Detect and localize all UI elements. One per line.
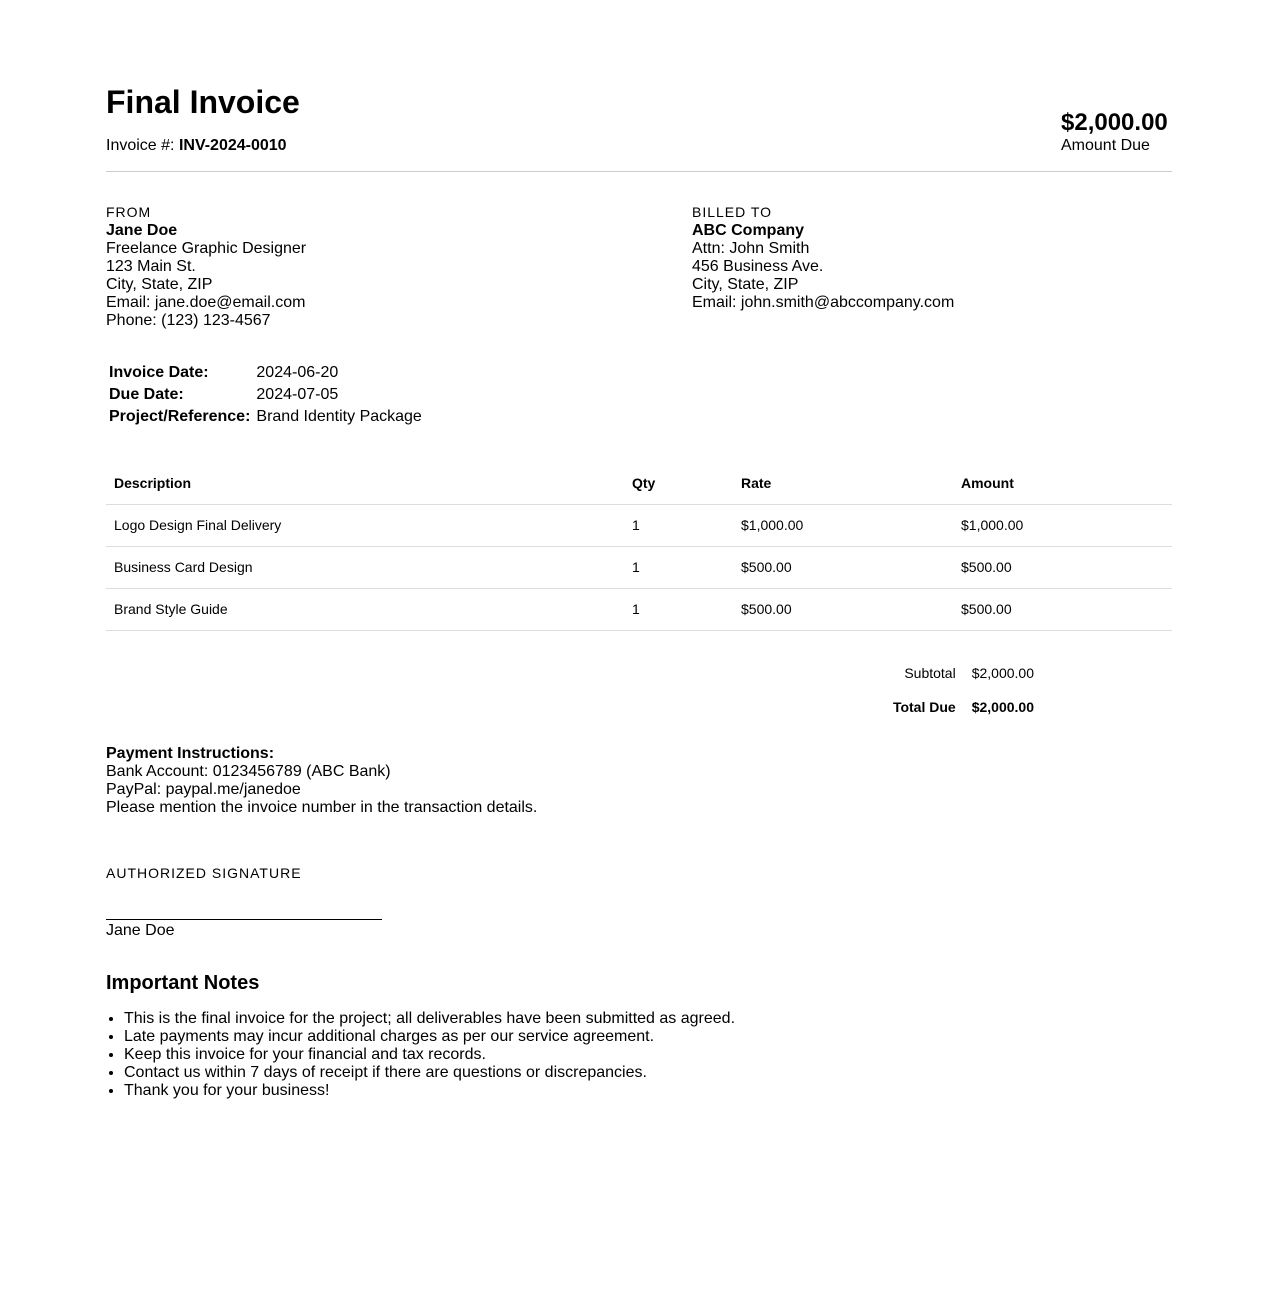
payment-line: Please mention the invoice number in the… (106, 799, 538, 816)
total-value: $2,000.00 (971, 699, 1034, 715)
table-row: Logo Design Final Delivery 1 $1,000.00 $1,0… (106, 504, 1172, 547)
signature-name: Jane Doe (106, 922, 175, 939)
cell-description: Logo Design Final Delivery (106, 504, 624, 547)
billed-to-name: ABC Company (692, 222, 805, 239)
cell-qty: 1 (624, 588, 733, 631)
cell-description: Brand Style Guide (106, 588, 624, 631)
table-header: Description Qty Rate Amount (106, 462, 1172, 505)
list-item: Contact us within 7 days of receipt if t… (124, 1064, 735, 1082)
payment-instructions: Payment Instructions: Bank Account: 0123… (106, 745, 537, 817)
signature-label: AUTHORIZED SIGNATURE (106, 865, 302, 881)
total-row: Total Due $2,000.00 (885, 690, 1042, 724)
from-label: FROM (106, 204, 152, 220)
notes-title: Important Notes (106, 972, 260, 994)
billed-to-line: 456 Business Ave. (692, 258, 824, 275)
meta-row: Due Date: 2024-07-05 (106, 384, 425, 406)
subtotal-value: $2,000.00 (971, 665, 1034, 681)
page-title: Final Invoice (106, 84, 300, 120)
meta-label: Project/Reference: (109, 408, 251, 425)
from-line: City, State, ZIP (106, 276, 213, 293)
payment-line: Bank Account: 0123456789 (ABC Bank) (106, 763, 391, 780)
cell-amount: $1,000.00 (953, 504, 1172, 547)
cell-amount: $500.00 (953, 588, 1172, 631)
list-item: This is the final invoice for the projec… (124, 1010, 735, 1028)
column-header: Description (106, 462, 624, 505)
list-item: Late payments may incur additional charg… (124, 1028, 735, 1046)
amount-due-value: $2,000.00 (1061, 109, 1168, 136)
from-name: Jane Doe (106, 222, 178, 239)
signature-line (106, 919, 382, 920)
payment-line: PayPal: paypal.me/janedoe (106, 781, 301, 798)
meta-value: 2024-06-20 (256, 364, 339, 381)
meta-label: Due Date: (109, 386, 184, 403)
cell-amount: $500.00 (953, 546, 1172, 589)
amount-due-label: Amount Due (1061, 137, 1150, 154)
cell-rate: $500.00 (733, 588, 953, 631)
notes-list: This is the final invoice for the projec… (106, 1010, 735, 1100)
from-line: 123 Main St. (106, 258, 196, 275)
invoice-number-label: Invoice #: (106, 137, 175, 154)
billed-to-email: Email: john.smith@abccompany.com (692, 294, 955, 311)
invoice-number: Invoice #: INV-2024-0010 (106, 137, 287, 155)
meta-value: 2024-07-05 (256, 386, 339, 403)
billed-to-line: City, State, ZIP (692, 276, 799, 293)
invoice-meta: Invoice Date: 2024-06-20 Due Date: 2024-07… (106, 362, 425, 428)
meta-label: Invoice Date: (109, 364, 209, 381)
from-email: Email: jane.doe@email.com (106, 294, 306, 311)
from-line: Freelance Graphic Designer (106, 240, 307, 257)
divider (106, 171, 1172, 172)
meta-value: Brand Identity Package (256, 408, 422, 425)
cell-description: Business Card Design (106, 546, 624, 589)
line-items-table: Description Qty Rate Amount Logo Design … (106, 462, 1172, 631)
billed-to-line: Attn: John Smith (692, 240, 810, 257)
total-label: Total Due (892, 699, 956, 715)
payment-title: Payment Instructions: (106, 745, 275, 762)
column-header: Rate (733, 462, 953, 505)
list-item: Thank you for your business! (124, 1082, 735, 1100)
subtotal-label: Subtotal (904, 665, 956, 681)
list-item: Keep this invoice for your financial and… (124, 1046, 735, 1064)
invoice-number-value: INV-2024-0010 (178, 137, 287, 154)
subtotal-row: Subtotal $2,000.00 (885, 656, 1042, 690)
meta-row: Project/Reference: Brand Identity Package (106, 406, 425, 428)
from-phone: Phone: (123) 123-4567 (106, 312, 271, 329)
cell-rate: $1,000.00 (733, 504, 953, 547)
column-header: Amount (953, 462, 1172, 505)
cell-qty: 1 (624, 546, 733, 589)
totals-table: Subtotal $2,000.00 Total Due $2,000.00 (885, 656, 1042, 724)
column-header: Qty (624, 462, 733, 505)
meta-row: Invoice Date: 2024-06-20 (106, 362, 425, 384)
table-row: Brand Style Guide 1 $500.00 $500.00 (106, 588, 1172, 631)
billed-to-label: BILLED TO (692, 204, 773, 220)
billed-to-section: BILLED TO ABC Company Attn: John Smith 4… (692, 204, 954, 312)
table-row: Business Card Design 1 $500.00 $500.00 (106, 546, 1172, 589)
cell-qty: 1 (624, 504, 733, 547)
cell-rate: $500.00 (733, 546, 953, 589)
from-section: FROM Jane Doe Freelance Graphic Designer… (106, 204, 306, 330)
